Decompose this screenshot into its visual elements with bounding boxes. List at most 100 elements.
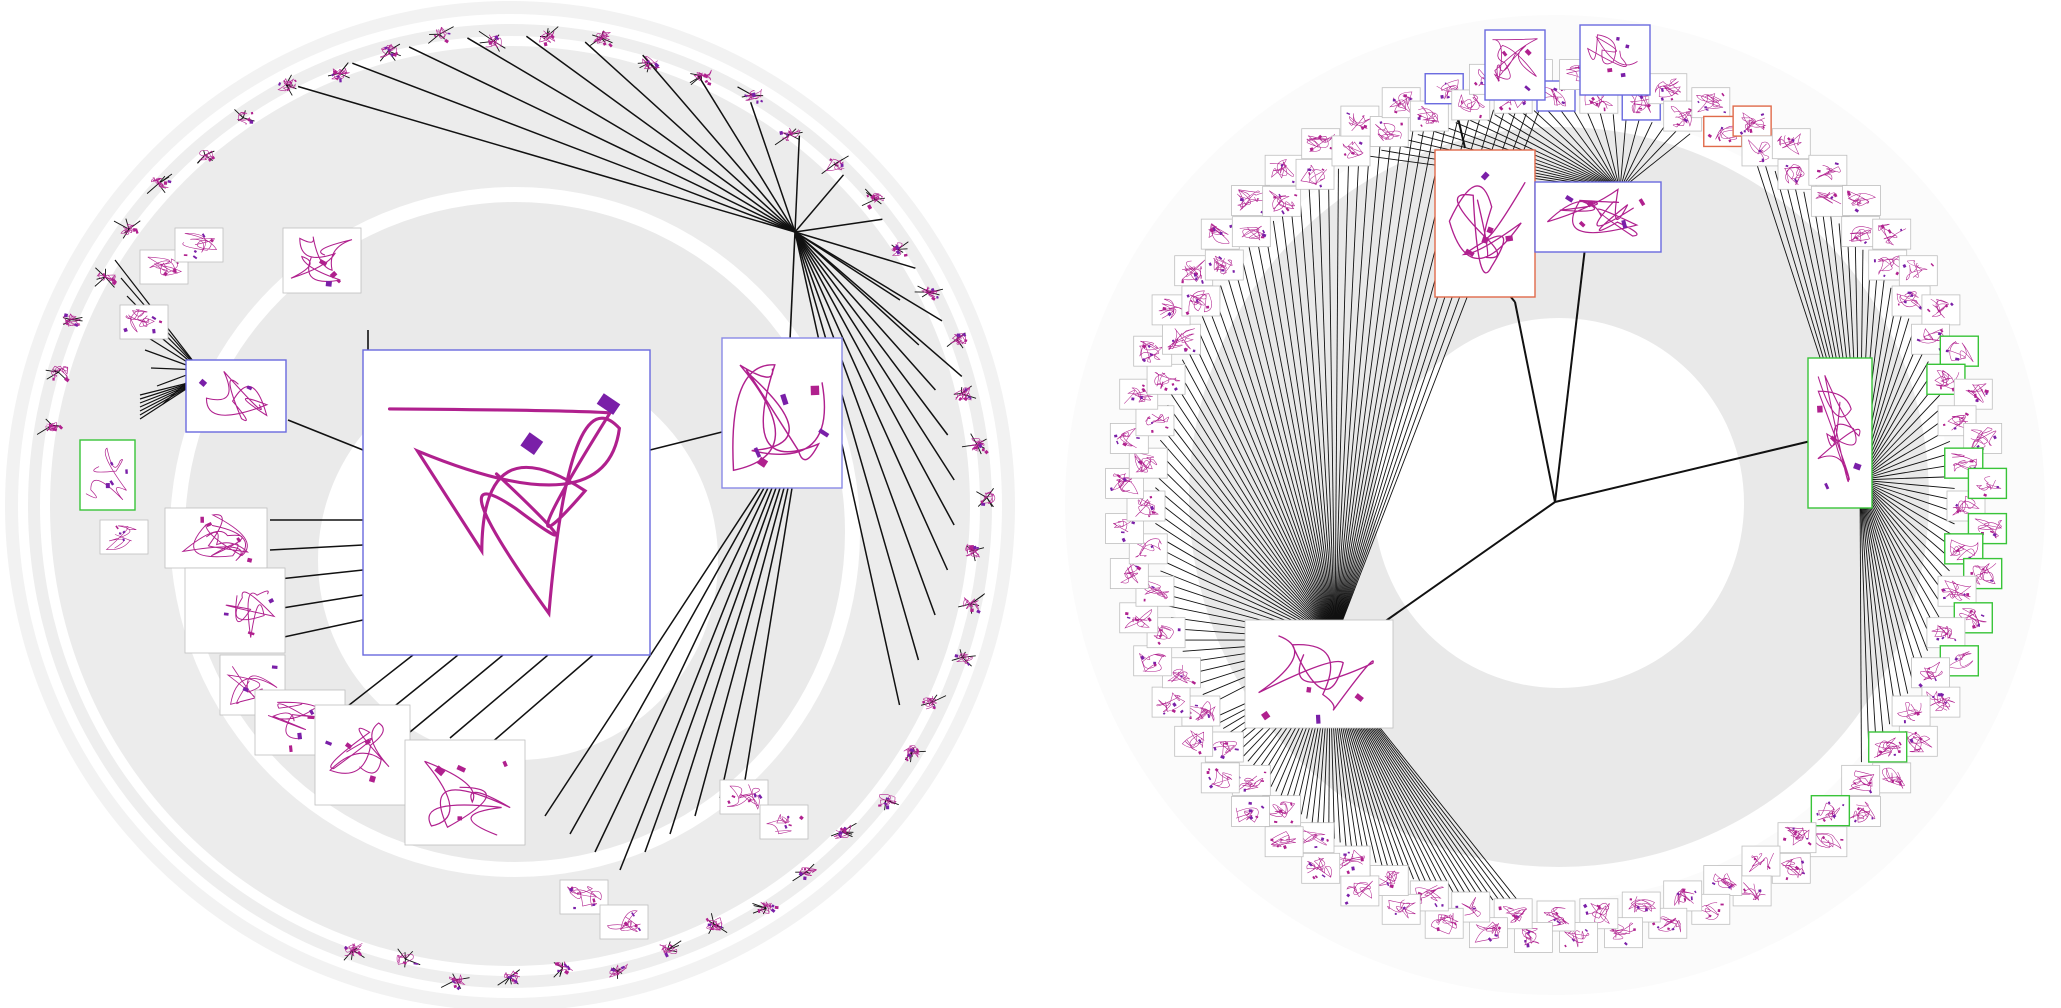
tree-edge [1162,428,1336,641]
protein-backbone [1269,190,1295,212]
protein-strand [1962,653,1965,656]
protein-strand [1766,865,1771,870]
protein-strand [1992,532,1997,537]
protein-backbone [1269,159,1294,179]
tree-edge [1533,110,1621,191]
protein-strand [768,904,772,909]
protein-strand [1418,114,1422,118]
protein-strand [1262,229,1266,234]
protein-strand [1705,108,1709,111]
protein-strand [1937,331,1942,336]
protein-backbone [825,158,845,172]
protein-backbone [953,386,972,401]
protein-strand [1616,36,1620,41]
protein-structure-thumbnail [1469,917,1508,949]
protein-strand [885,797,890,800]
outer-leaf-cluster [146,173,173,194]
protein-strand [1358,141,1363,145]
protein-strand [646,60,650,64]
protein-backbone [1237,189,1265,211]
outer-leaf-cluster [478,30,506,52]
protein-strand [1279,809,1283,814]
protein-backbone [1952,495,1980,516]
protein-strand [288,745,293,753]
protein-strand [1153,663,1157,667]
protein-backbone [1741,112,1767,133]
protein-backbone [1877,255,1902,275]
protein-strand [1126,616,1131,619]
protein-backbone [1784,826,1810,846]
protein-strand [384,46,388,50]
thumbnail-frame [1807,357,1873,509]
protein-strand [1260,805,1265,809]
protein-strand [1195,277,1198,281]
protein-backbone [1849,801,1876,823]
tree-edge [1507,112,1621,191]
protein-strand [1179,709,1184,714]
protein-strand [1453,922,1457,926]
protein-strand [931,296,936,301]
protein-strand [1122,442,1127,447]
tree-edge [1207,305,1336,641]
protein-strand [1758,889,1762,893]
thumbnail-frame [1703,865,1743,896]
protein-strand [1171,383,1175,386]
tree-edge [1334,156,1360,641]
protein-strand [784,824,788,829]
protein-strand [1527,930,1531,935]
protein-backbone [1950,539,1979,561]
protein-strand [1308,172,1311,176]
protein-strand [1898,741,1902,746]
outer-leaf-cluster [914,285,944,301]
protein-strand [309,709,315,716]
protein-strand [1564,944,1567,948]
protein-strand [63,313,69,318]
protein-strand [246,385,253,391]
protein-backbone [1116,428,1137,449]
protein-strand [1969,609,1973,613]
protein-backbone [969,438,985,452]
protein-strand [780,393,789,406]
protein-backbone [105,525,137,551]
tree-edge [1859,479,1884,734]
protein-strand [1239,197,1245,202]
protein-strand [1347,851,1350,854]
protein-backbone [758,901,772,914]
protein-strand [1939,329,1944,333]
protein-strand [707,923,712,927]
protein-strand [1225,742,1229,745]
protein-strand [520,432,544,456]
outer-leaf-cluster [689,69,712,86]
protein-backbone [45,422,58,432]
protein-backbone [1563,929,1590,948]
protein-strand [1379,121,1383,124]
protein-strand [456,986,461,991]
protein-strand [502,760,508,768]
protein-strand [364,738,371,746]
outer-leaf-cluster [440,973,470,991]
outer-leaf-cluster [609,963,628,979]
protein-strand [980,500,984,504]
outer-leaf-cluster [497,969,521,986]
tree-edge [1859,479,1956,513]
protein-strand [1963,593,1966,596]
protein-strand [1208,262,1212,267]
protein-strand [620,965,626,970]
protein-strand [1122,477,1127,482]
protein-backbone [62,313,82,327]
protein-structure-thumbnail [1621,891,1661,923]
protein-strand [1597,905,1601,910]
protein-structure-thumbnail [1841,764,1881,796]
protein-structure-thumbnail [1451,89,1491,121]
protein-strand [1972,624,1976,629]
protein-strand [1645,908,1648,912]
protein-strand [840,163,844,167]
tree-edge [649,429,731,451]
tree-edge [1859,479,1950,572]
protein-strand [596,393,621,415]
protein-strand [387,48,391,52]
outer-leaf-cluster [951,649,976,667]
protein-backbone [1213,255,1233,275]
